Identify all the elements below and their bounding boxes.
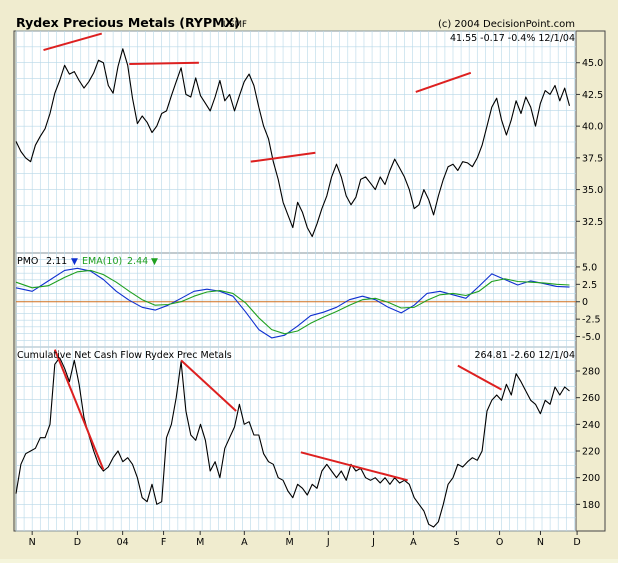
x-tick-label: M: [196, 537, 204, 548]
x-tick-label: M: [285, 537, 293, 548]
x-tick-label: N: [537, 537, 544, 548]
y-tick-label: -5.0: [582, 332, 601, 343]
series-line-pmo: [15, 267, 570, 339]
y-tick-label: 240: [582, 420, 600, 431]
x-tick-label: O: [496, 537, 503, 548]
trendline-layer: [43, 32, 503, 482]
y-tick-label: 200: [582, 473, 600, 484]
copyright-text: (c) 2004 DecisionPoint.com: [438, 19, 575, 30]
y-tick-label: 45.0: [582, 58, 603, 69]
x-tick-label: 04: [117, 537, 129, 548]
ema-label: EMA(10): [82, 256, 122, 267]
trendline-price-3: [250, 151, 316, 163]
price-readout: 41.55 -0.17 -0.4% 12/1/04: [450, 33, 575, 44]
x-tick-label: D: [573, 537, 580, 548]
y-tick-label: 42.5: [582, 90, 603, 101]
x-tick-label: J: [371, 537, 375, 548]
grid-lines: [15, 30, 576, 532]
x-tick-label: N: [29, 537, 36, 548]
x-tick-label: D: [74, 537, 81, 548]
x-axis-ticks: N D 04 F M A M J J A S O N D: [29, 531, 581, 548]
y-tick-label: 32.5: [582, 217, 603, 228]
y-tick-label: 280: [582, 367, 600, 378]
y-tick-label: 180: [582, 500, 600, 511]
trendline-price-4: [415, 71, 472, 93]
trendline-cashflow-1: [53, 349, 105, 471]
cashflow-readout: 264.81 -2.60 12/1/04: [475, 350, 575, 361]
ema-down-arrow-icon: ▼: [151, 257, 158, 267]
x-tick-label: A: [241, 537, 248, 548]
series-line-net-cash-flow: [15, 357, 570, 528]
ticker-tag: USMF: [223, 20, 247, 30]
chart-title: Rydex Precious Metals (RYPMX): [16, 15, 240, 30]
trendline-cashflow-3: [300, 451, 408, 482]
series-layer: [15, 48, 576, 528]
pmo-label: PMO: [17, 256, 38, 267]
cashflow-label: Cumulative Net Cash Flow Rydex Prec Meta…: [17, 350, 232, 361]
ema-value: 2.44: [127, 256, 148, 267]
x-tick-label: F: [161, 537, 166, 548]
y-tick-label: 260: [582, 393, 600, 404]
y-tick-label: 0: [582, 297, 588, 308]
series-line-rypmx: [15, 48, 571, 238]
x-tick-label: A: [410, 537, 417, 548]
y-tick-label: 2.5: [582, 280, 597, 291]
x-tick-label: S: [453, 537, 459, 548]
series-line-ema-10-: [15, 269, 570, 335]
trendline-price-2: [129, 61, 199, 65]
y-axis-ticks: 45.0 42.5 40.0 37.5 35.0 32.5 5.0 2.5 0 -2.5 -5.0 2…: [576, 58, 603, 511]
y-tick-label: 37.5: [582, 153, 603, 164]
y-tick-label: 5.0: [582, 262, 597, 273]
y-tick-label: -2.5: [582, 315, 601, 326]
pmo-value: 2.11: [46, 256, 67, 267]
y-tick-label: 35.0: [582, 185, 603, 196]
x-tick-label: J: [326, 537, 330, 548]
trendline-price-1: [43, 32, 103, 51]
trendline-cashflow-2: [180, 359, 237, 412]
trendline-cashflow-4: [457, 364, 503, 391]
y-tick-label: 40.0: [582, 122, 603, 133]
pmo-down-arrow-icon: ▼: [71, 257, 78, 267]
y-tick-label: 220: [582, 447, 600, 458]
